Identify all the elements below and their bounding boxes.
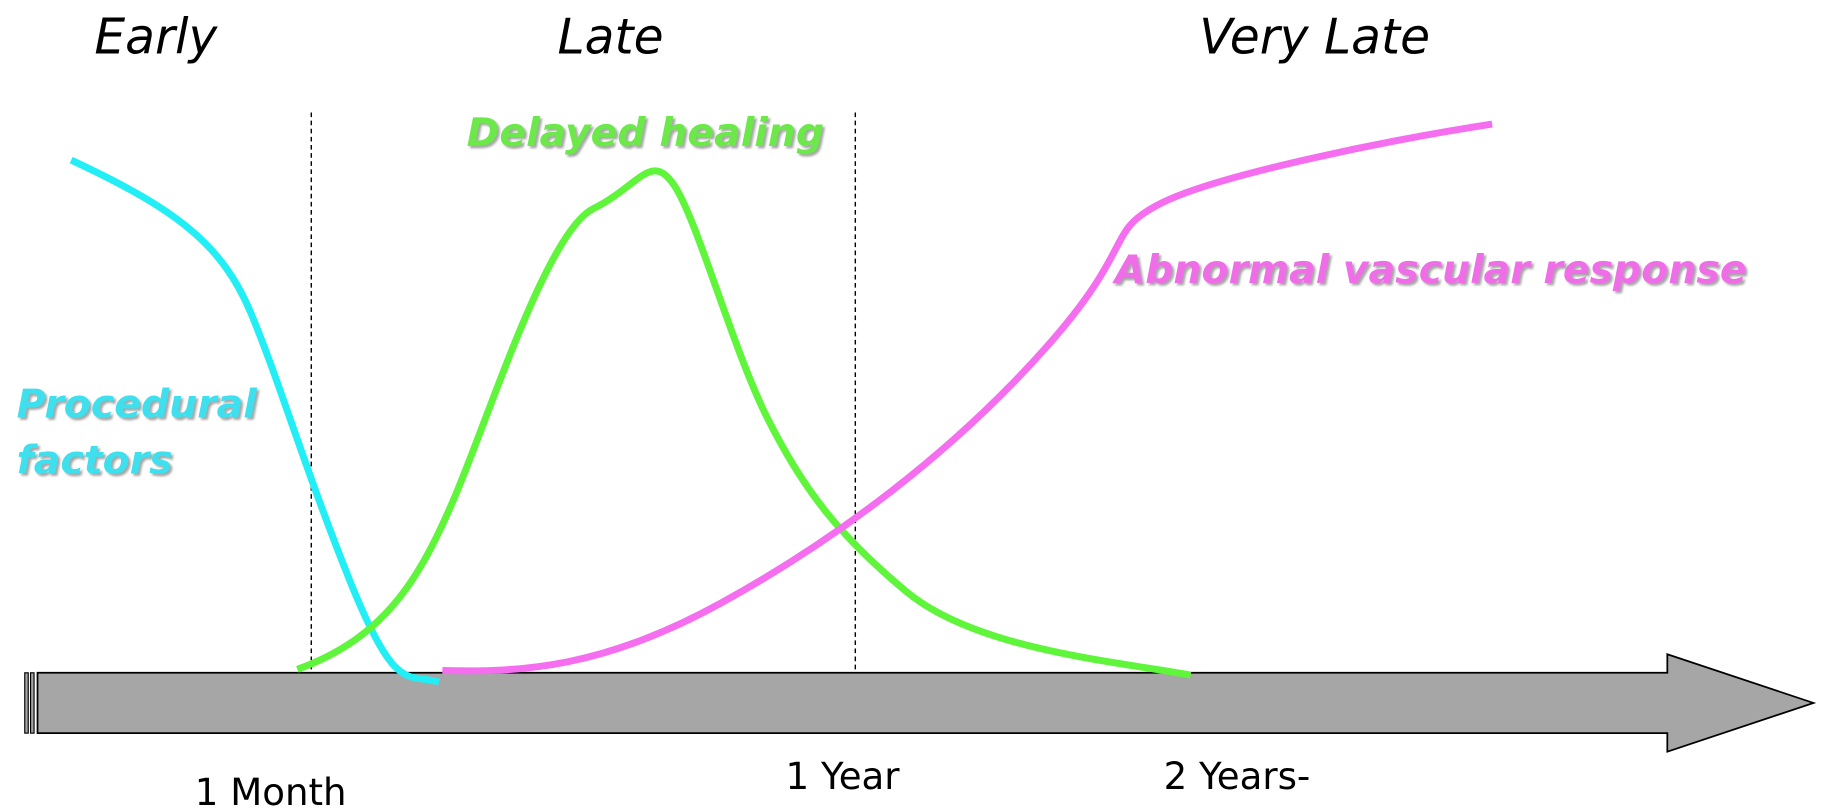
curve-label: Delayed healing <box>467 110 824 156</box>
curve-label: Procedural <box>17 382 258 428</box>
delayed-healing-curve <box>296 167 1192 679</box>
time-label: 2 Years- <box>1164 755 1311 798</box>
phase-label: Very Late <box>1199 9 1430 65</box>
curve-label: factors <box>17 437 173 483</box>
phase-label: Late <box>558 9 664 65</box>
time-label: 1 Month <box>195 771 347 812</box>
time-label: 1 Year <box>786 755 901 798</box>
procedural-curve <box>69 156 440 686</box>
phase-label: Early <box>94 9 218 65</box>
abnormal-response-curve <box>442 120 1493 675</box>
timeline-arrow <box>24 653 1817 753</box>
curve-label: Abnormal vascular response <box>1112 247 1747 293</box>
